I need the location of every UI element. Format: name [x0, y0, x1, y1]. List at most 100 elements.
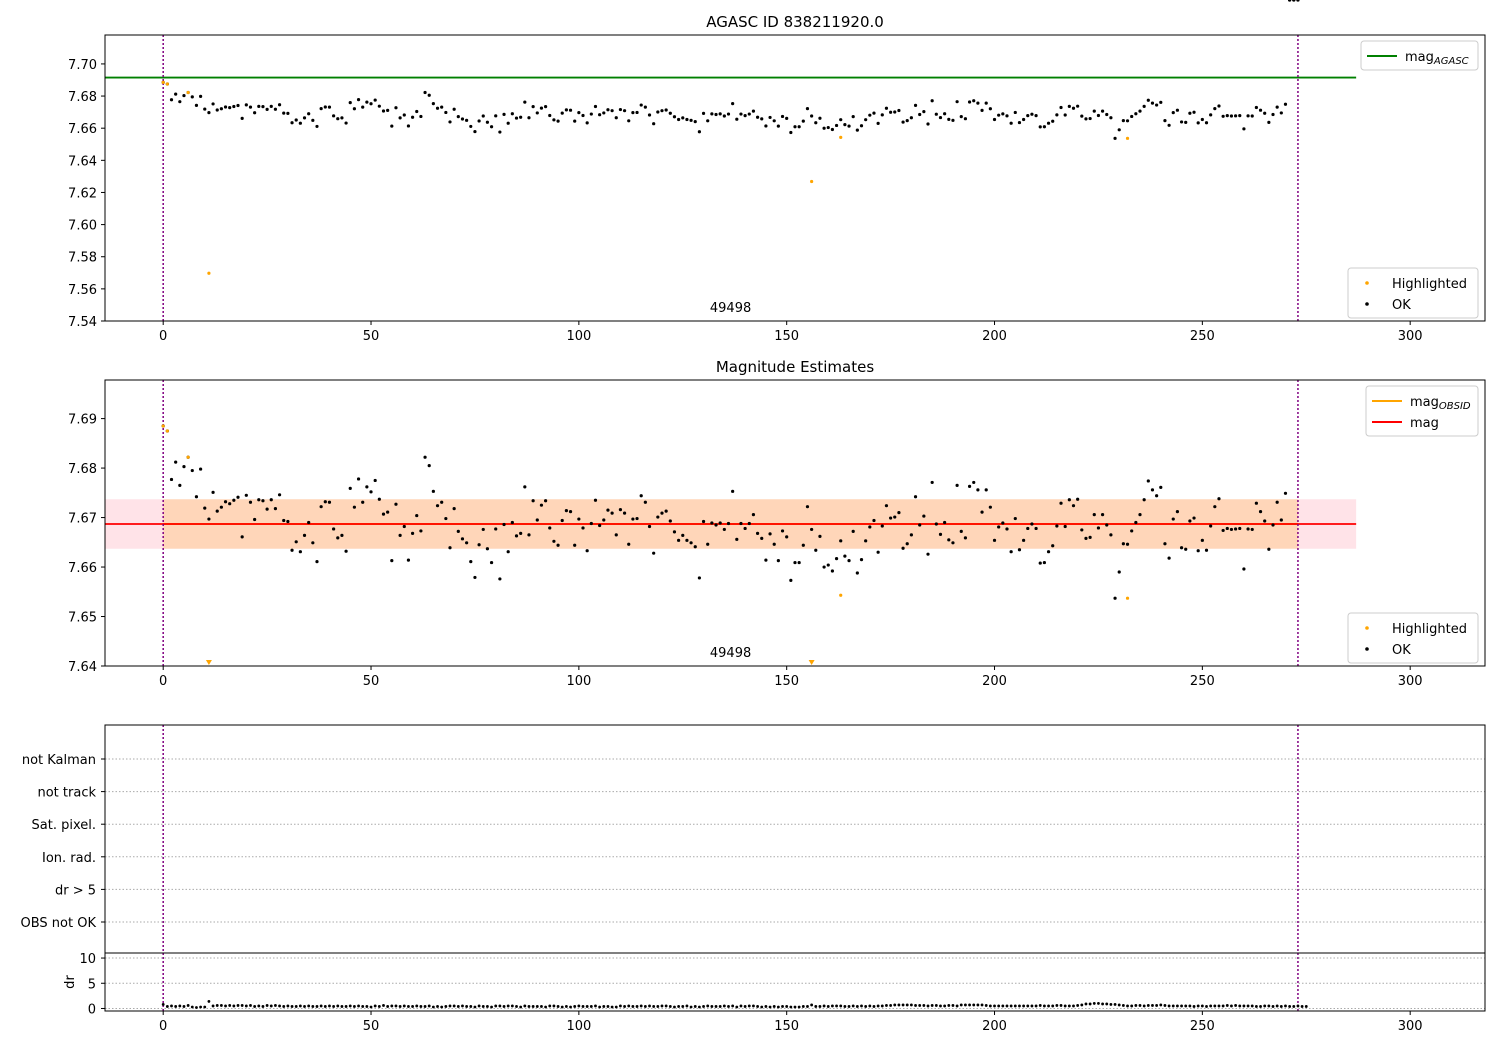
dr-point — [664, 1004, 668, 1008]
p2-ok-point — [1179, 546, 1184, 550]
dr-point — [1030, 1004, 1034, 1008]
p2-ok-point — [373, 478, 377, 483]
p2-ok-point — [922, 514, 926, 518]
dr-point — [1263, 1004, 1267, 1008]
p1-ok-point — [1167, 123, 1171, 127]
p2-ok-point — [581, 526, 585, 530]
dr-point — [905, 1003, 909, 1007]
p1-ok-point — [502, 112, 506, 116]
dr-point — [810, 1003, 814, 1007]
dr-point — [548, 1004, 552, 1008]
p2-ok-point — [552, 539, 556, 543]
p1-ok-point — [843, 123, 847, 127]
dr-point — [307, 1004, 311, 1008]
dr-point — [984, 1004, 988, 1007]
p2-ok-point — [269, 498, 273, 502]
p1-ok-point — [564, 108, 568, 112]
p1-ok-point — [1109, 116, 1113, 120]
dr-point — [743, 1005, 747, 1008]
dr-point — [1271, 1005, 1275, 1008]
p2-ok-point — [1192, 516, 1196, 520]
p2-ok-point — [248, 500, 253, 504]
p1-ok-point — [909, 116, 913, 120]
p2-ok-point — [959, 529, 963, 534]
p1-ok-point — [381, 109, 386, 113]
p1-ok-point — [710, 112, 714, 116]
p1-ok-point — [460, 117, 465, 121]
p2-ok-point — [257, 498, 261, 502]
p1-highlighted-point — [186, 90, 190, 95]
dr-point — [1275, 1004, 1279, 1008]
p1-ok-point — [228, 106, 232, 110]
p1-ok-point — [1096, 113, 1101, 118]
p1-ok-point — [307, 112, 311, 116]
p2-ok-point — [988, 505, 992, 509]
p1-highlighted-point — [161, 80, 165, 84]
p2-ok-point — [943, 520, 947, 525]
dr-point — [1180, 1004, 1183, 1008]
dr-point — [278, 1004, 281, 1008]
dr-point — [199, 1005, 203, 1009]
p1-ok-point — [855, 128, 859, 132]
p2-ok-point — [905, 542, 909, 546]
dr-point — [573, 1005, 577, 1008]
p1-ok-point — [718, 112, 722, 116]
p1-ok-point — [535, 111, 539, 115]
dr-point — [361, 1005, 365, 1008]
p2-ok-point — [1026, 526, 1030, 531]
dr-point — [240, 1004, 244, 1007]
p2-ytick-label: 7.68 — [68, 462, 97, 477]
p2-ok-point — [452, 507, 456, 511]
p2-ok-point — [726, 521, 731, 526]
p1-ok-point — [747, 112, 751, 116]
p2-ok-point — [544, 499, 548, 503]
p1-ok-point — [764, 124, 768, 128]
p1-ok-point — [169, 98, 174, 102]
p2-ok-point — [228, 502, 232, 506]
dr-point — [1284, 1004, 1287, 1008]
p1-ok-point — [876, 121, 880, 125]
dr-point — [839, 1004, 843, 1008]
p2-ok-point — [194, 495, 199, 499]
dr-point — [648, 1004, 651, 1008]
dr-point — [1184, 1004, 1188, 1008]
dr-point — [868, 1004, 872, 1008]
p1-ok-point — [1084, 117, 1088, 121]
dr-point — [195, 1006, 198, 1009]
p1-ok-point — [585, 121, 589, 125]
dr-point — [885, 1004, 888, 1007]
p2-ok-point — [477, 543, 481, 547]
dr-point — [585, 1005, 589, 1008]
dr-point — [377, 1005, 381, 1008]
dr-point — [702, 1005, 705, 1008]
p1-ok-point — [1055, 113, 1059, 117]
p1-ok-point — [1184, 120, 1188, 125]
p2-ok-point — [1076, 497, 1080, 501]
p2-ok-point — [539, 503, 544, 507]
p1-ok-point — [627, 119, 631, 123]
dr-point — [1188, 1004, 1192, 1008]
p1-ok-point — [560, 111, 564, 115]
magnitude-estimates-panel: Magnitude Estimates 49498 0 50 100 150 200 25… — [68, 0, 1486, 689]
p1-highlighted-point — [839, 135, 843, 139]
p2-ok-point — [593, 498, 598, 502]
p2-ok-point — [830, 569, 835, 573]
dr-point — [178, 1004, 182, 1008]
p1-ok-point — [498, 130, 502, 134]
p1-upper-legend-subscript: AGASC — [1433, 56, 1469, 67]
dr-point — [681, 1005, 685, 1008]
p2-ok-point — [789, 578, 793, 582]
p2-ok-point — [519, 531, 523, 535]
p1-ok-point — [489, 125, 494, 129]
p1-ok-point — [951, 118, 955, 122]
p2-ok-point — [514, 534, 519, 538]
dr-point — [772, 1005, 776, 1008]
p1-ok-point — [1225, 114, 1229, 118]
p1-ok-point — [822, 126, 826, 130]
dr-point — [415, 1004, 419, 1008]
p2-ok-point — [240, 535, 244, 539]
p2-ok-point — [1246, 527, 1250, 531]
p2-ok-point — [1188, 519, 1192, 523]
p2-ok-point — [997, 525, 1001, 529]
p2-ok-point — [884, 504, 889, 508]
